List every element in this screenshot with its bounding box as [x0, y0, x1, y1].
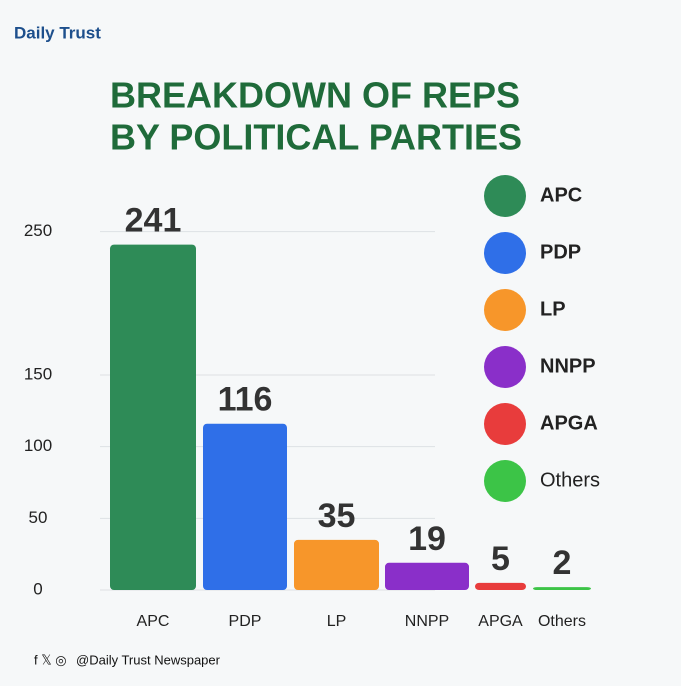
legend-swatch: [484, 346, 526, 388]
footer: @Daily Trust Newspaper: [76, 652, 221, 667]
brand: Daily Trust: [14, 23, 101, 42]
value-label: 116: [218, 381, 273, 419]
value-label: 2: [553, 544, 572, 582]
x-tick-label: Others: [538, 613, 586, 630]
y-tick-label: 50: [29, 508, 48, 527]
x-tick-label: APGA: [478, 613, 523, 630]
bar: [203, 423, 287, 590]
chart-title: BREAKDOWN OF REPS: [110, 75, 520, 116]
legend-swatch: [484, 460, 526, 502]
bar: [294, 539, 379, 590]
x-tick-label: LP: [327, 613, 347, 630]
y-tick-label: 250: [24, 221, 52, 240]
legend-label: Others: [540, 469, 600, 491]
social-icons: f 𝕏 ◎: [34, 652, 67, 667]
value-label: 19: [408, 520, 446, 558]
value-label: 5: [491, 540, 510, 578]
y-tick-label: 100: [24, 436, 52, 455]
value-label: 241: [125, 202, 182, 240]
x-tick-label: NNPP: [405, 613, 449, 630]
legend-label: NNPP: [540, 355, 596, 377]
legend-label: APGA: [540, 412, 598, 434]
legend-swatch: [484, 232, 526, 274]
legend-swatch: [484, 403, 526, 445]
x-tick-label: APC: [137, 613, 170, 630]
bar: [475, 582, 526, 590]
y-tick-label: 0: [33, 579, 42, 598]
legend-label: APC: [540, 184, 582, 206]
bar: [533, 587, 591, 590]
legend-label: LP: [540, 298, 566, 320]
bar: [385, 562, 469, 590]
value-label: 35: [318, 497, 356, 535]
y-tick-label: 150: [24, 364, 52, 383]
chart-title: BY POLITICAL PARTIES: [110, 117, 522, 158]
x-tick-label: PDP: [229, 613, 262, 630]
legend-swatch: [484, 289, 526, 331]
bar: [110, 244, 196, 591]
legend-label: PDP: [540, 241, 581, 263]
legend-swatch: [484, 175, 526, 217]
